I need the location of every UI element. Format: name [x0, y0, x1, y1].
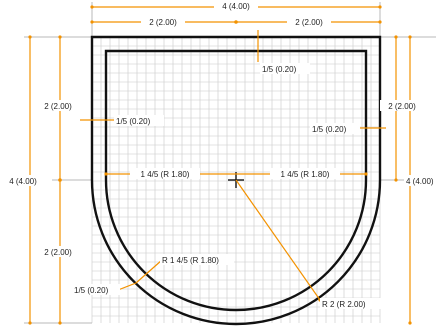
dim-inner-half-right: 1 4/5 (R 1.80)	[281, 170, 330, 179]
dimension-ticks	[28, 5, 412, 325]
dim-right-wall: 1/5 (0.20)	[312, 125, 347, 134]
dim-top-wall: 1/5 (0.20)	[262, 65, 297, 74]
dim-left-lower: 2 (2.00)	[44, 248, 72, 257]
dim-left-total: 4 (4.00)	[9, 177, 37, 186]
dim-left-upper: 2 (2.00)	[44, 102, 72, 111]
dim-left-wall: 1/5 (0.20)	[116, 117, 151, 126]
dim-inner-half-left: 1 4/5 (R 1.80)	[141, 170, 190, 179]
dim-outer-radius: R 2 (R 2.00)	[322, 300, 366, 309]
inner-outline	[104, 49, 368, 312]
dim-bottom-wall: 1/5 (0.20)	[74, 286, 109, 295]
dim-right-total: 4 (4.00)	[406, 177, 434, 186]
leader-inner-radius	[135, 259, 163, 284]
dimension-lines	[29, 6, 411, 323]
leader-bottom-wall	[117, 282, 137, 291]
dim-top-left-half: 2 (2.00)	[149, 18, 177, 27]
dim-top-total: 4 (4.00)	[222, 2, 250, 11]
outer-outline	[90, 35, 382, 326]
dimension-labels: 4 (4.00) 2 (2.00) 2 (2.00) 4 (4.00) 2 (2…	[1, 0, 436, 309]
leader-outer-radius	[235, 179, 321, 301]
dim-top-right-half: 2 (2.00)	[295, 18, 323, 27]
dim-right-upper: 2 (2.00)	[388, 102, 416, 111]
dim-inner-radius: R 1 4/5 (R 1.80)	[162, 256, 219, 265]
